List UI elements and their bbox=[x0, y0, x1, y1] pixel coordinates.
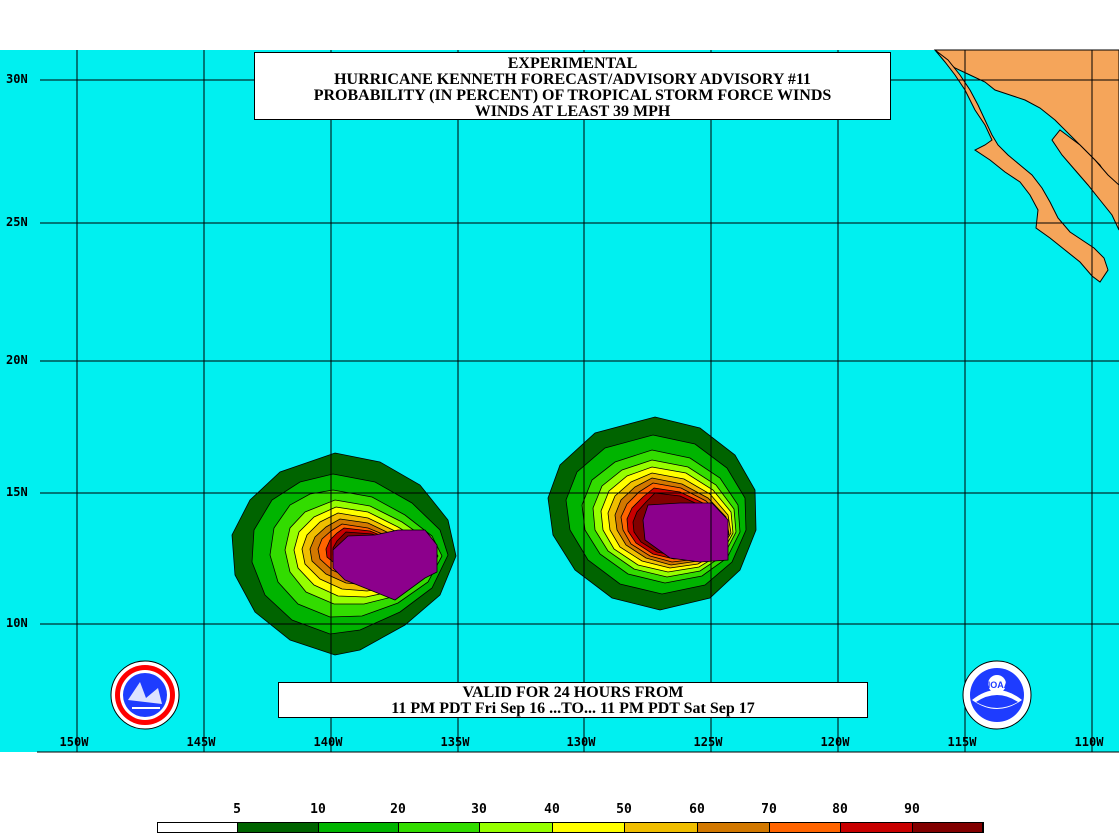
legend-label-10: 10 bbox=[310, 802, 326, 817]
nws-logo-icon bbox=[110, 660, 180, 730]
storm-east-contours bbox=[547, 416, 757, 611]
legend-label-90: 90 bbox=[904, 802, 920, 817]
title-line-3: PROBABILITY (IN PERCENT) OF TROPICAL STO… bbox=[313, 87, 832, 104]
legend-swatch-0 bbox=[158, 823, 238, 832]
legend-swatch-4 bbox=[480, 823, 553, 832]
legend-label-40: 40 bbox=[544, 802, 560, 817]
legend-swatch-9 bbox=[841, 823, 913, 832]
lon-label-120w: 120W bbox=[820, 735, 850, 749]
land-baja bbox=[934, 49, 1109, 283]
title-box: EXPERIMENTAL HURRICANE KENNETH FORECAST/… bbox=[254, 52, 891, 120]
title-line-2: HURRICANE KENNETH FORECAST/ADVISORY ADVI… bbox=[334, 71, 811, 88]
lat-label-30n: 30N bbox=[6, 72, 28, 86]
svg-text:NOAA: NOAA bbox=[984, 680, 1011, 690]
lon-label-150w: 150W bbox=[59, 735, 89, 749]
lon-label-145w: 145W bbox=[186, 735, 216, 749]
valid-line-2: 11 PM PDT Fri Sep 16 ...TO... 11 PM PDT … bbox=[391, 700, 755, 717]
valid-line-1: VALID FOR 24 HOURS FROM bbox=[462, 684, 684, 701]
legend-swatch-8 bbox=[770, 823, 841, 832]
lon-label-135w: 135W bbox=[440, 735, 470, 749]
legend-swatch-10 bbox=[913, 823, 983, 832]
lat-label-20n: 20N bbox=[6, 353, 28, 367]
ocean-area bbox=[0, 50, 1119, 752]
legend-swatch-2 bbox=[319, 823, 399, 832]
valid-time-box: VALID FOR 24 HOURS FROM 11 PM PDT Fri Se… bbox=[278, 682, 868, 718]
lat-label-10n: 10N bbox=[6, 616, 28, 630]
legend-swatch-5 bbox=[553, 823, 625, 832]
legend-swatch-3 bbox=[399, 823, 480, 832]
title-line-1: EXPERIMENTAL bbox=[507, 55, 638, 72]
lat-label-15n: 15N bbox=[6, 485, 28, 499]
legend-swatch-1 bbox=[238, 823, 319, 832]
legend-color-bar bbox=[157, 822, 984, 833]
legend-label-30: 30 bbox=[471, 802, 487, 817]
lon-label-125w: 125W bbox=[693, 735, 723, 749]
legend-label-50: 50 bbox=[616, 802, 632, 817]
title-line-4: WINDS AT LEAST 39 MPH bbox=[474, 103, 671, 120]
lat-label-25n: 25N bbox=[6, 215, 28, 229]
legend-swatch-7 bbox=[698, 823, 770, 832]
land-gulf-coast bbox=[1051, 129, 1119, 231]
lon-label-110w: 110W bbox=[1074, 735, 1104, 749]
storm-west-contours bbox=[231, 452, 457, 656]
legend-label-80: 80 bbox=[832, 802, 848, 817]
lon-label-130w: 130W bbox=[566, 735, 596, 749]
noaa-logo-icon: NOAA bbox=[962, 660, 1032, 730]
lon-label-115w: 115W bbox=[947, 735, 977, 749]
legend-label-60: 60 bbox=[689, 802, 705, 817]
legend-label-20: 20 bbox=[390, 802, 406, 817]
legend-swatch-6 bbox=[625, 823, 698, 832]
legend-label-5: 5 bbox=[233, 802, 241, 817]
lon-label-140w: 140W bbox=[313, 735, 343, 749]
legend-label-70: 70 bbox=[761, 802, 777, 817]
